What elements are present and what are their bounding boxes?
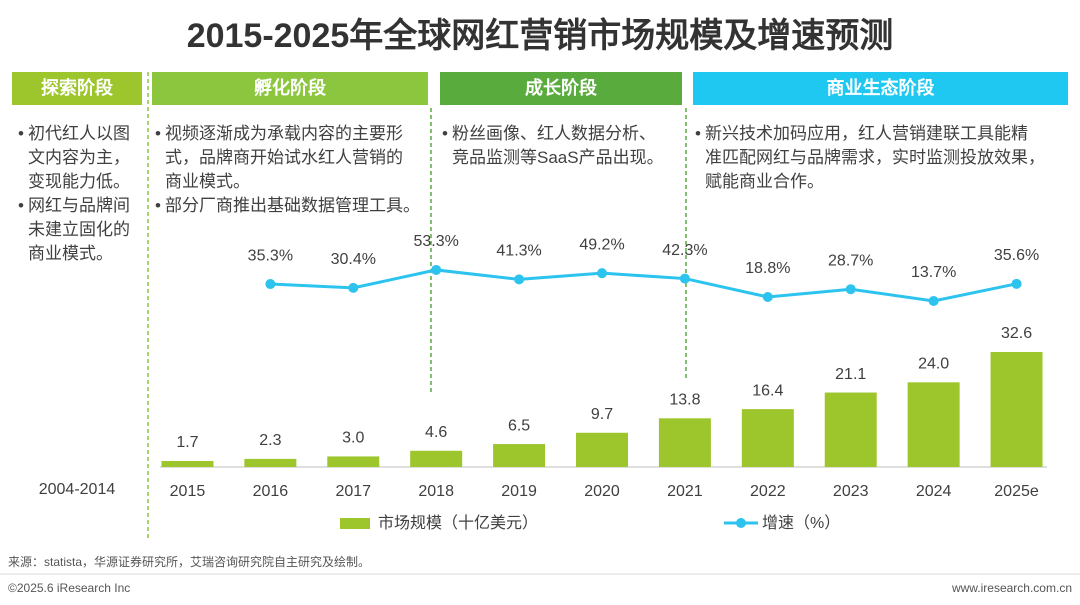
stage-bullets: 视频逐渐成为承载内容的主要形式，品牌商开始试水红人营销的商业模式。部分厂商推出基…: [155, 122, 420, 218]
data-label: 41.3%: [496, 243, 541, 260]
line-point: [845, 284, 856, 295]
bar: [907, 382, 960, 467]
x-tick-label: 2022: [750, 483, 786, 500]
line-point: [1011, 278, 1022, 289]
line-point: [928, 295, 939, 306]
x-tick-label: 2015: [170, 483, 206, 500]
chart-title: 2015-2025年全球网红营销市场规模及增速预测: [187, 16, 894, 55]
data-label: 21.1: [835, 366, 866, 383]
data-label: 3.0: [342, 430, 364, 447]
data-label: 9.7: [591, 406, 613, 423]
x-tick-label: 2020: [584, 483, 620, 500]
line: [270, 268, 1017, 303]
legend-swatch: [340, 518, 370, 529]
bullet-line: 变现能力低。: [28, 172, 130, 191]
source: 来源：statista，华源证券研究所，艾瑞咨询研究院自主研究及绘制。: [8, 554, 370, 569]
bar: [244, 458, 297, 467]
line-point: [348, 282, 359, 293]
website: www.iresearch.com.cn: [951, 581, 1072, 595]
bullet-line: 粉丝画像、红人数据分析、: [452, 124, 656, 143]
x-tick-label: 2023: [833, 483, 869, 500]
bullet-line: 未建立固化的: [28, 220, 130, 239]
bar: [327, 456, 380, 467]
bar: [990, 351, 1043, 467]
data-label: 35.3%: [248, 247, 293, 264]
bar: [824, 392, 877, 467]
copyright: ©2025.6 iResearch Inc: [8, 581, 130, 595]
bullet-line: 视频逐渐成为承载内容的主要形: [165, 124, 403, 143]
bullet-line: 竞品监测等SaaS产品出现。: [452, 148, 664, 167]
line-point: [597, 268, 607, 279]
x-tick-label: 2024: [916, 483, 952, 500]
stage-header: 孵化阶段: [152, 72, 428, 105]
bullet-line: 赋能商业合作。: [705, 172, 824, 191]
bullet-line: 文内容为主，: [28, 148, 130, 167]
x-tick-label: 2019: [501, 483, 537, 500]
data-label: 28.7%: [828, 252, 873, 269]
data-label: 16.4: [752, 382, 783, 399]
x-tick-label: 2025e: [994, 483, 1039, 500]
legend-label: 市场规模（十亿美元）: [378, 514, 538, 532]
line-point: [679, 273, 690, 284]
line-point: [762, 291, 773, 302]
stage-bullets: 粉丝画像、红人数据分析、竞品监测等SaaS产品出现。: [442, 122, 664, 170]
line-point: [514, 274, 525, 285]
data-label: 18.8%: [745, 260, 790, 277]
bullet-line: 网红与品牌间: [28, 196, 130, 215]
bullet-line: 式，品牌商开始试水红人营销的: [165, 148, 403, 167]
stage-header: 商业生态阶段: [693, 72, 1068, 105]
bullet: 部分厂商推出基础数据管理工具。: [155, 194, 420, 218]
stage-header: 成长阶段: [440, 72, 682, 105]
bar: [576, 432, 628, 467]
x-tick-label: 2018: [418, 483, 454, 500]
x-tick-label: 2017: [335, 483, 371, 500]
data-label: 30.4%: [331, 251, 376, 268]
bullet-line: 初代红人以图: [28, 124, 130, 143]
x-tick-label: 2021: [667, 483, 703, 500]
bar: [161, 461, 214, 467]
data-label: 4.6: [425, 424, 447, 441]
data-label: 13.7%: [911, 264, 956, 281]
data-label: 1.7: [176, 434, 198, 451]
stage-header: 探索阶段: [12, 72, 142, 105]
bullet-line: 准匹配网红与品牌需求，实时监测投放效果，: [705, 148, 1045, 167]
bar: [410, 450, 463, 467]
bar: [658, 418, 711, 467]
data-label: 42.3%: [662, 242, 707, 259]
bullet-line: 商业模式。: [165, 172, 250, 191]
data-label: 49.2%: [579, 236, 624, 253]
data-label: 2.3: [259, 432, 281, 449]
data-label: 13.8: [669, 392, 700, 409]
data-label: 53.3%: [413, 233, 458, 250]
bullet-line: 新兴技术加码应用，红人营销建联工具能精: [705, 124, 1028, 143]
legend-label: 增速（%）: [762, 514, 840, 532]
data-label: 6.5: [508, 417, 530, 434]
line-point: [265, 279, 276, 290]
data-label: 24.0: [918, 356, 949, 373]
bullet-line: 部分厂商推出基础数据管理工具。: [165, 196, 420, 215]
x-tick-label: 2016: [253, 483, 289, 500]
pre-period-label: 2004-2014: [39, 481, 116, 498]
data-label: 35.6%: [994, 247, 1039, 264]
bullet-line: 商业模式。: [28, 244, 113, 263]
bar: [493, 444, 546, 467]
data-label: 32.6: [1001, 325, 1032, 342]
line-point: [431, 264, 442, 275]
legend-swatch: [736, 518, 746, 528]
bar: [741, 409, 794, 467]
bullet: 粉丝画像、红人数据分析、竞品监测等SaaS产品出现。: [442, 122, 664, 170]
